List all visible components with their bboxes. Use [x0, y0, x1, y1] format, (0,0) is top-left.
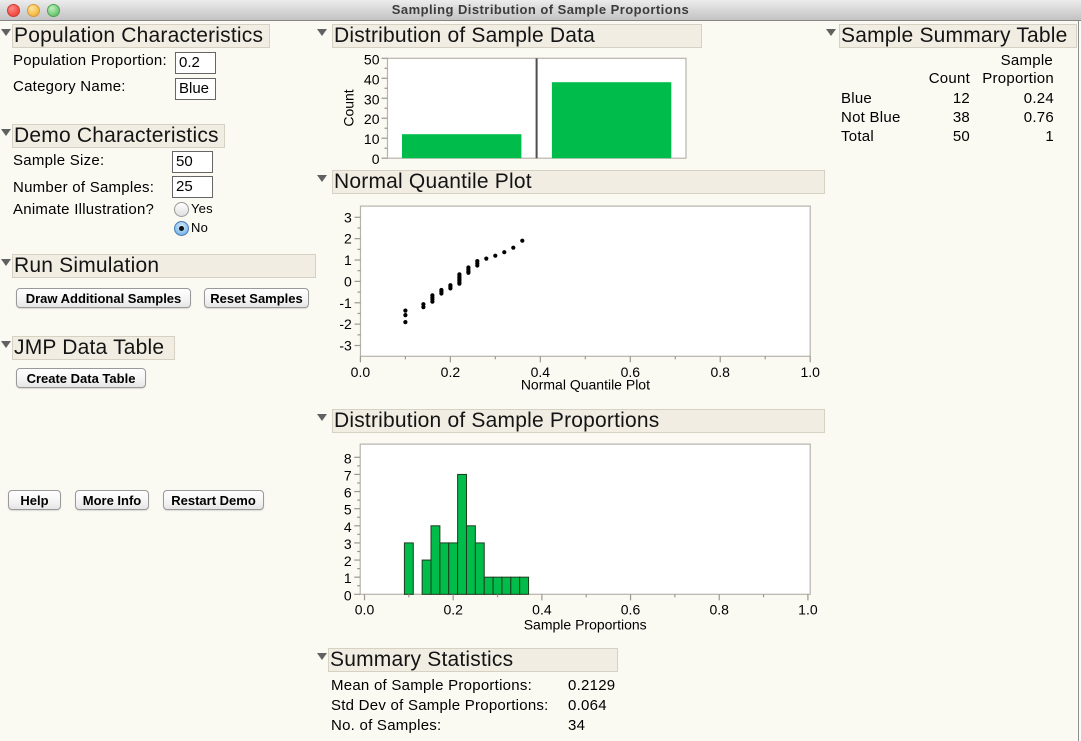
svg-text:5: 5 — [344, 502, 352, 518]
svg-text:50: 50 — [364, 51, 380, 67]
svg-text:2: 2 — [344, 553, 352, 569]
svg-text:0.4: 0.4 — [532, 602, 552, 618]
svg-text:0: 0 — [372, 151, 380, 167]
svg-text:0.2: 0.2 — [441, 364, 461, 380]
svg-text:40: 40 — [364, 71, 380, 87]
svg-text:0.8: 0.8 — [710, 364, 730, 380]
svg-text:3: 3 — [344, 209, 352, 225]
svg-text:10: 10 — [364, 131, 380, 147]
svg-text:-2: -2 — [339, 316, 352, 332]
svg-text:0.2: 0.2 — [443, 602, 463, 618]
svg-text:0.0: 0.0 — [355, 602, 375, 618]
svg-text:0.4: 0.4 — [531, 364, 551, 380]
svg-text:0: 0 — [344, 273, 352, 289]
svg-text:1.0: 1.0 — [800, 364, 820, 380]
svg-text:1: 1 — [344, 252, 352, 268]
svg-text:Sample Proportions: Sample Proportions — [524, 617, 647, 633]
svg-text:8: 8 — [344, 450, 352, 466]
svg-text:-3: -3 — [339, 338, 352, 354]
svg-text:0: 0 — [344, 587, 352, 603]
svg-text:0.6: 0.6 — [621, 602, 641, 618]
svg-text:0.6: 0.6 — [621, 364, 641, 380]
svg-text:1.0: 1.0 — [798, 602, 818, 618]
svg-text:20: 20 — [364, 111, 380, 127]
svg-text:0.8: 0.8 — [709, 602, 729, 618]
svg-text:-1: -1 — [339, 295, 352, 311]
svg-text:2: 2 — [344, 231, 352, 247]
svg-text:6: 6 — [344, 485, 352, 501]
svg-text:4: 4 — [344, 519, 352, 535]
svg-text:7: 7 — [344, 467, 352, 483]
svg-text:Count: Count — [341, 89, 357, 126]
svg-text:1: 1 — [344, 570, 352, 586]
svg-text:0.0: 0.0 — [351, 364, 371, 380]
svg-text:3: 3 — [344, 536, 352, 552]
svg-text:30: 30 — [364, 91, 380, 107]
svg-text:Normal Quantile Plot: Normal Quantile Plot — [521, 377, 650, 393]
